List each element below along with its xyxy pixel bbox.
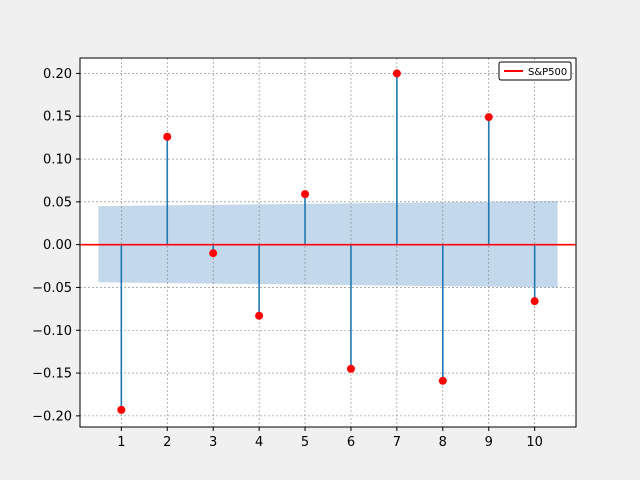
stem-layer xyxy=(120,73,536,410)
stem-marker xyxy=(301,190,310,199)
y-tick-label: 0.15 xyxy=(43,110,72,125)
stem-marker xyxy=(484,113,493,122)
stem-marker xyxy=(438,376,447,385)
plot-frame xyxy=(79,57,577,428)
x-tick-label: 10 xyxy=(526,435,543,450)
stem-marker xyxy=(209,249,218,258)
legend-box xyxy=(498,61,572,81)
x-tick-label: 8 xyxy=(439,435,447,450)
y-tick-label: 0.10 xyxy=(43,153,72,168)
marker-layer xyxy=(117,69,539,414)
y-tick-label: −0.10 xyxy=(32,324,72,339)
stem-marker xyxy=(346,364,355,373)
x-tick-label: 2 xyxy=(163,435,171,450)
stem-marker xyxy=(392,69,401,78)
x-tick-label: 3 xyxy=(209,435,217,450)
x-tick-label: 4 xyxy=(255,435,263,450)
y-tick-label: 0.20 xyxy=(43,67,72,82)
x-tick-label: 6 xyxy=(347,435,355,450)
x-tick-label: 5 xyxy=(301,435,309,450)
y-tick-label: 0.05 xyxy=(43,195,72,210)
legend: S&P500 xyxy=(498,61,572,81)
stem-marker xyxy=(117,405,126,414)
x-tick-label: 7 xyxy=(393,435,401,450)
x-tick-label: 1 xyxy=(117,435,125,450)
stem-marker xyxy=(163,132,172,141)
legend-label: S&P500 xyxy=(528,67,567,78)
x-tick-label: 9 xyxy=(485,435,493,450)
stem-marker xyxy=(255,311,264,320)
y-tick-label: −0.15 xyxy=(32,367,72,382)
stem-marker xyxy=(530,297,539,306)
y-tick-label: 0.00 xyxy=(43,238,72,253)
y-tick-label: −0.05 xyxy=(32,281,72,296)
y-tick-label: −0.20 xyxy=(32,409,72,424)
axis-layer: 1 2 3 4 5 6 7 8 9 10 −0.20 −0.15 −0.10 −0.05 0.00 0.05 0… xyxy=(32,67,543,450)
